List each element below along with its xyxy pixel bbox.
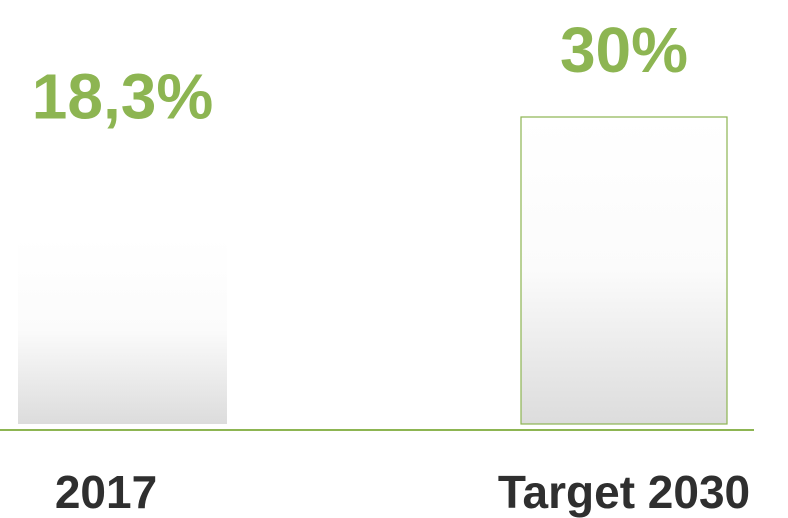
bar [520,116,728,425]
bar [18,236,227,424]
value-label: 18,3% [32,61,213,133]
category-label: Target 2030 [498,466,750,518]
value-label: 30% [560,14,688,86]
category-label: 2017 [55,466,157,518]
